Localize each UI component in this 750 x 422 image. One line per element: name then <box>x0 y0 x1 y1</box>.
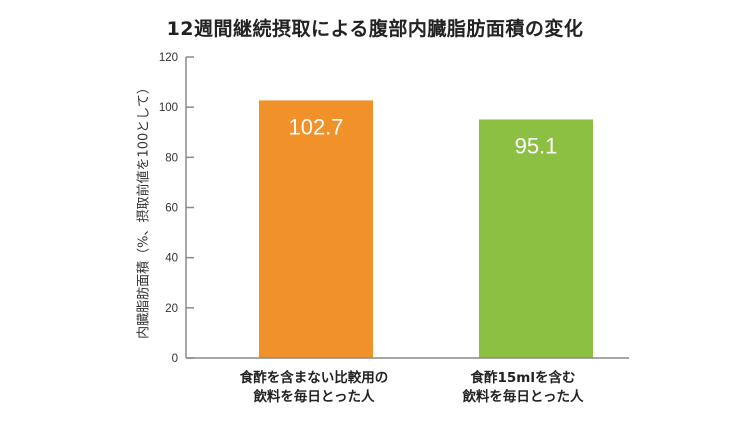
x-category-label-1-line-1: 食酢を含まない比較用の <box>194 369 434 388</box>
y-tick-label-120: 120 <box>159 52 178 64</box>
y-tick-label-100: 100 <box>159 102 178 114</box>
x-category-label-2: 食酢15mlを含む 飲料を毎日とった人 <box>403 369 643 407</box>
y-tick-label-0: 0 <box>172 353 178 365</box>
x-category-label-2-line-2: 飲料を毎日とった人 <box>403 388 643 407</box>
x-category-label-2-line-1: 食酢15mlを含む <box>403 369 643 388</box>
y-tick-label-20: 20 <box>165 303 178 315</box>
y-tick-label-80: 80 <box>165 152 178 164</box>
x-category-label-1-line-2: 飲料を毎日とった人 <box>194 388 434 407</box>
y-tick-label-60: 60 <box>165 203 178 215</box>
bar-1-value-label: 102.7 <box>288 114 343 139</box>
bar-2-value-label: 95.1 <box>515 133 558 158</box>
y-tick-label-40: 40 <box>165 253 178 265</box>
bar-chart: 102.7 95.1 0 20 40 60 80 100 120 <box>0 0 750 422</box>
x-category-label-1: 食酢を含まない比較用の 飲料を毎日とった人 <box>194 369 434 407</box>
